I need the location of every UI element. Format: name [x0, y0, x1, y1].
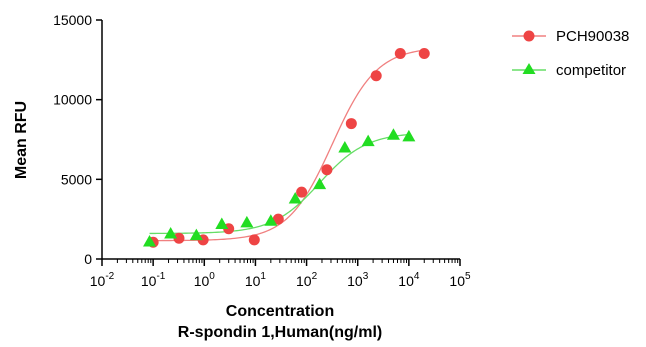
point-1-10 [386, 128, 400, 140]
legend: PCH90038 competitor [512, 28, 629, 79]
legend-label-competitor: competitor [556, 62, 626, 79]
x-tick-label: 102 [296, 271, 318, 289]
point-0-6 [296, 186, 308, 198]
x-tick-label: 104 [398, 271, 420, 289]
fit-curves [149, 49, 425, 242]
point-0-10 [394, 47, 406, 59]
point-0-8 [345, 118, 357, 130]
point-1-2 [189, 228, 203, 241]
point-0-1 [173, 232, 185, 244]
x-axis-sublabel: R-spondin 1,Human(ng/ml) [178, 324, 382, 341]
y-axis-ticks: 0 5000 10000 15000 [53, 12, 102, 267]
point-1-1 [164, 227, 178, 239]
point-0-4 [248, 234, 260, 246]
point-0-11 [418, 47, 430, 59]
point-1-9 [361, 134, 375, 147]
x-tick-label: 10-2 [90, 271, 115, 289]
y-tick-label: 0 [84, 251, 92, 267]
axes [101, 20, 460, 260]
x-axis-label: Concentration [226, 303, 334, 320]
data-points [143, 47, 430, 248]
point-1-3 [215, 217, 229, 229]
x-axis-ticks: 10-2 10-1 100 101 102 103 104 105 [90, 259, 471, 289]
point-1-11 [402, 129, 416, 142]
legend-item-pch90038: PCH90038 [512, 28, 629, 45]
x-tick-label: 105 [449, 271, 471, 289]
point-1-8 [338, 140, 352, 153]
x-tick-label: 100 [194, 271, 216, 289]
y-tick-label: 15000 [53, 12, 92, 28]
y-tick-label: 10000 [53, 92, 92, 108]
point-1-0 [143, 234, 157, 247]
x-tick-label: 103 [347, 271, 369, 289]
x-tick-label: 10-1 [141, 271, 166, 289]
point-1-6 [288, 191, 302, 204]
legend-marker-pch90038 [523, 30, 535, 42]
point-0-7 [321, 164, 333, 176]
point-0-5 [272, 213, 284, 225]
y-tick-label: 5000 [61, 171, 92, 187]
x-tick-label: 101 [245, 271, 267, 289]
point-1-7 [313, 177, 327, 190]
y-axis-label: Mean RFU [13, 101, 30, 179]
legend-item-competitor: competitor [512, 62, 626, 79]
point-0-9 [370, 70, 382, 82]
point-1-5 [264, 214, 278, 226]
legend-label-pch90038: PCH90038 [556, 28, 629, 45]
point-1-4 [240, 215, 254, 228]
legend-marker-competitor [522, 63, 536, 74]
